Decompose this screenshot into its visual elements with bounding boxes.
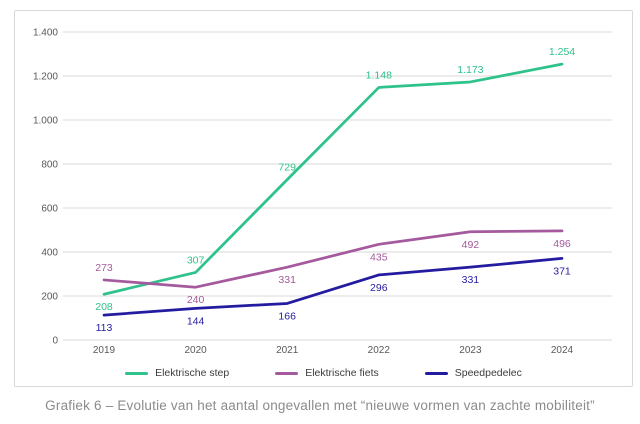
- legend-swatch-elektrische-fiets: [275, 371, 299, 375]
- data-label: 331: [462, 274, 480, 286]
- data-label: 113: [96, 322, 113, 334]
- x-tick-label: 2024: [551, 345, 574, 354]
- legend-item-elektrische-fiets: Elektrische fiets: [275, 367, 379, 379]
- y-tick-label: 800: [41, 160, 58, 171]
- x-tick-label: 2021: [276, 345, 299, 354]
- y-tick-label: 400: [41, 248, 58, 259]
- y-tick-label: 200: [41, 292, 58, 303]
- legend-label-elektrische-fiets: Elektrische fiets: [305, 367, 379, 379]
- data-label: 1.254: [549, 46, 575, 58]
- data-label: 371: [553, 265, 571, 277]
- data-label: 492: [462, 239, 480, 251]
- y-tick-label: 0: [52, 336, 58, 347]
- series-line: [102, 62, 564, 296]
- data-label: 144: [187, 315, 205, 327]
- data-label: 1.173: [457, 64, 483, 76]
- data-label: 435: [370, 251, 388, 263]
- x-tick-label: 2019: [93, 345, 116, 354]
- legend-swatch-elektrische-step: [125, 371, 149, 375]
- y-tick-label: 1.400: [33, 28, 58, 39]
- line-chart: 1.400 1.200 1.000 800 600 400 200 0 2019 2020 2021…: [33, 28, 612, 354]
- chart-panel: 1.400 1.200 1.000 800 600 400 200 0 2019 2020 2021…: [14, 10, 633, 387]
- data-label: 166: [278, 310, 296, 322]
- data-label: 496: [553, 238, 571, 250]
- legend-item-speedpedelec: Speedpedelec: [424, 367, 522, 379]
- data-label: 273: [95, 262, 113, 274]
- data-label: 240: [187, 294, 205, 306]
- x-tick-label: 2022: [368, 345, 391, 354]
- series-line: [102, 257, 564, 317]
- chart-legend: Elektrische step Elektrische fiets Speed…: [15, 367, 632, 379]
- data-label: 331: [278, 274, 296, 286]
- legend-label-speedpedelec: Speedpedelec: [454, 367, 522, 379]
- data-label: 1.148: [366, 69, 392, 81]
- y-tick-label: 1.000: [33, 116, 58, 127]
- legend-item-elektrische-step: Elektrische step: [125, 367, 229, 379]
- y-tick-label: 1.200: [33, 72, 58, 83]
- chart-caption: Grafiek 6 – Evolutie van het aantal onge…: [45, 398, 595, 413]
- data-label: 307: [187, 254, 205, 266]
- series-line: [102, 229, 564, 289]
- legend-label-elektrische-step: Elektrische step: [155, 367, 230, 379]
- legend-swatch-speedpedelec: [424, 371, 448, 375]
- x-tick-label: 2023: [459, 345, 482, 354]
- data-label: 729: [278, 162, 296, 174]
- data-label: 296: [370, 282, 388, 294]
- data-label: 208: [95, 301, 113, 313]
- y-tick-label: 600: [41, 204, 58, 215]
- x-tick-label: 2020: [184, 345, 207, 354]
